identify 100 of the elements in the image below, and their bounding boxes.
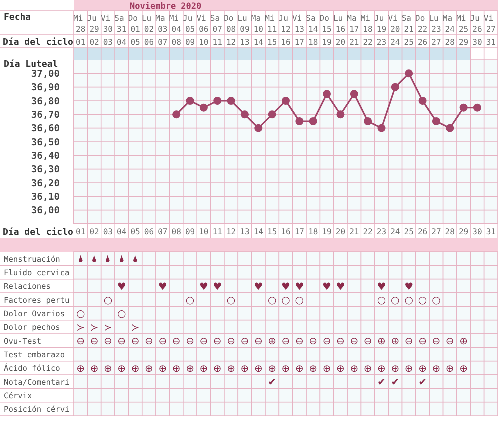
x2-tick-label: 23 bbox=[376, 38, 387, 47]
x-tick-label: Mi 11 bbox=[265, 14, 280, 34]
text: ⊖ bbox=[104, 336, 112, 348]
text: ⊕ bbox=[131, 364, 140, 375]
point bbox=[296, 118, 304, 126]
x2-tick-label: 12 bbox=[226, 38, 236, 47]
x-tick-label: 22 bbox=[363, 228, 374, 236]
text: ⊖ bbox=[227, 336, 236, 348]
text: ○ bbox=[391, 295, 400, 306]
text: ⊕ bbox=[200, 364, 208, 375]
text: ⊖ bbox=[418, 336, 427, 348]
text: 🌢 bbox=[92, 254, 98, 266]
x-tick-label: 07 bbox=[158, 228, 168, 236]
x-tick-label: Ma 10 bbox=[251, 14, 266, 34]
point bbox=[268, 110, 276, 119]
x-tick-label: 01 bbox=[76, 228, 86, 236]
text: ⊕ bbox=[446, 364, 454, 375]
x-tick-label: Ju 26 bbox=[470, 14, 485, 34]
text: ⊕ bbox=[76, 364, 86, 375]
x2-tick-label: 19 bbox=[322, 38, 332, 47]
x-tick-label: 08 bbox=[172, 228, 182, 236]
text: ⊖ bbox=[131, 336, 140, 348]
text: ⊕ bbox=[391, 336, 400, 348]
text: ○ bbox=[295, 295, 304, 306]
point bbox=[254, 124, 263, 132]
x2-tick-label: 27 bbox=[432, 38, 442, 47]
text: ✔ bbox=[268, 377, 277, 388]
point bbox=[323, 90, 332, 98]
text: ○ bbox=[282, 295, 290, 306]
x2-tick-label: 01 bbox=[76, 38, 86, 47]
x-tick-label: Vi 06 bbox=[196, 14, 212, 34]
x2-tick-label: 02 bbox=[90, 38, 100, 47]
text: ○ bbox=[377, 295, 386, 306]
text: ⊖ bbox=[118, 336, 126, 348]
x2-tick-label: 30 bbox=[472, 38, 482, 47]
x2-tick-label: 15 bbox=[268, 38, 278, 47]
x2-tick-label: 31 bbox=[486, 38, 496, 47]
text: ⊕ bbox=[268, 364, 277, 375]
text: ⊖ bbox=[254, 336, 263, 348]
text: ✔ bbox=[378, 377, 386, 388]
text: ⊖ bbox=[364, 336, 372, 348]
text: 🌢 bbox=[132, 254, 139, 266]
x-tick-label: Lu 23 bbox=[429, 14, 444, 34]
x2-tick-label: 18 bbox=[308, 38, 318, 47]
text: ♥ bbox=[158, 282, 168, 293]
point bbox=[282, 97, 290, 105]
y-tick-label: 36,60 bbox=[31, 124, 60, 135]
text: ⊕ bbox=[460, 336, 468, 348]
x-axis-title: Día del ciclo bbox=[3, 227, 74, 238]
x2-tick-label: 20 bbox=[336, 38, 346, 47]
text: ⊖ bbox=[90, 336, 99, 348]
point bbox=[350, 90, 358, 98]
text: ♥ bbox=[282, 282, 290, 293]
x-tick-label: Ju 19 bbox=[374, 14, 389, 34]
x-tick-label: Do 15 bbox=[320, 14, 334, 34]
x-tick-label: 31 bbox=[486, 228, 496, 236]
x-tick-label: Sa 14 bbox=[306, 14, 321, 34]
text: ⊕ bbox=[418, 364, 427, 375]
y-tick-label: 36,20 bbox=[31, 178, 60, 190]
text: ⊖ bbox=[336, 336, 345, 348]
text: Día Luteal bbox=[4, 59, 58, 70]
x-tick-label: 05 bbox=[130, 228, 141, 236]
text: 🌢 bbox=[78, 254, 84, 266]
y-tick-label: 37,00 bbox=[31, 69, 60, 80]
x-tick-label: Ma 24 bbox=[442, 14, 458, 34]
x-tick-label: Mi 28 bbox=[74, 14, 88, 34]
x2-tick-label: 14 bbox=[254, 38, 264, 47]
point bbox=[446, 124, 454, 132]
x-tick-label: 24 bbox=[390, 228, 400, 236]
text: ♥ bbox=[377, 282, 386, 293]
text: ⊕ bbox=[158, 364, 168, 375]
x-tick-label: Sa 07 bbox=[210, 14, 225, 34]
text: ⊕ bbox=[432, 364, 441, 375]
text: ⊕ bbox=[186, 364, 194, 375]
text: ○ bbox=[104, 295, 113, 306]
x-tick-label: 30 bbox=[472, 228, 482, 236]
y-tick-label: 36,10 bbox=[31, 192, 60, 204]
point bbox=[378, 124, 386, 132]
x2-tick-label: 13 bbox=[240, 38, 250, 47]
x-tick-label: 13 bbox=[240, 228, 250, 236]
text: ○ bbox=[418, 295, 428, 306]
x-tick-label: 17 bbox=[294, 228, 305, 236]
point bbox=[364, 118, 372, 126]
text: ⊕ bbox=[364, 364, 372, 375]
point bbox=[336, 110, 345, 119]
text: ⊕ bbox=[282, 364, 290, 375]
x-tick-label: 20 bbox=[336, 228, 346, 236]
x2-tick-label: 29 bbox=[458, 38, 469, 47]
text: ⊖ bbox=[309, 336, 318, 348]
y-tick-label: 36,50 bbox=[31, 137, 60, 148]
x-tick-label: Do 22 bbox=[416, 14, 430, 34]
x-tick-label: 10 bbox=[199, 228, 209, 236]
x-tick-label: 23 bbox=[376, 228, 387, 236]
text: ⊕ bbox=[309, 364, 318, 375]
text: ⊖ bbox=[213, 336, 222, 348]
x-tick-label: 12 bbox=[226, 228, 236, 236]
text: ⊕ bbox=[90, 364, 99, 375]
text: ⊕ bbox=[254, 364, 263, 375]
text: ⊖ bbox=[186, 336, 194, 348]
y-tick-label: 36,80 bbox=[31, 96, 60, 108]
